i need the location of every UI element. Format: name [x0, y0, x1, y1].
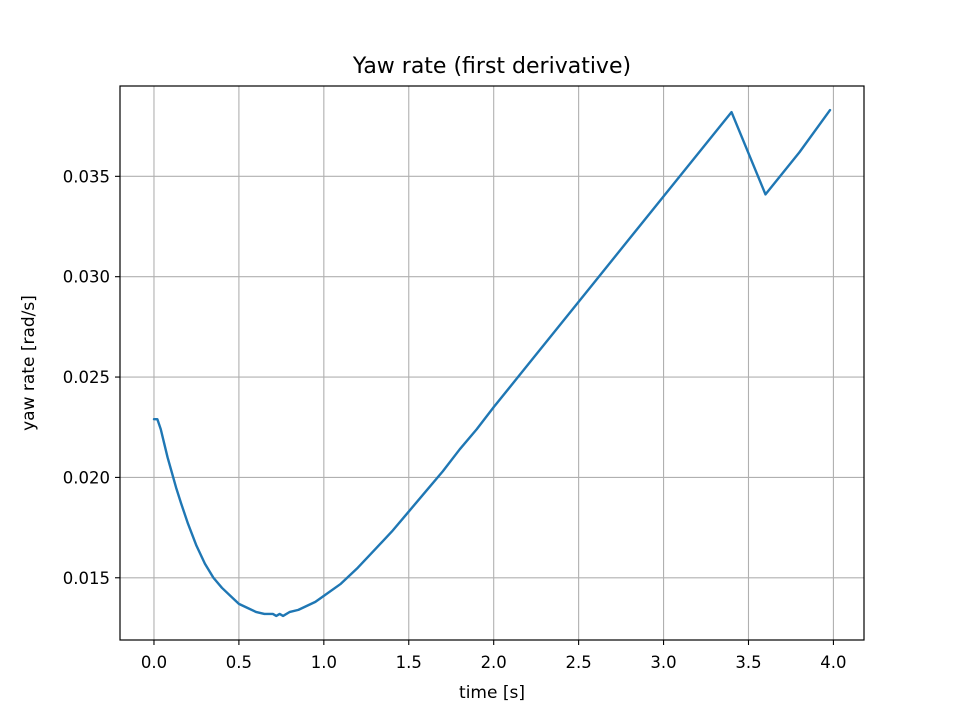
y-tick-label: 0.020: [63, 468, 110, 487]
series-layer: [152, 108, 832, 618]
x-tick-label: 2.5: [566, 653, 592, 672]
x-tick-label: 3.5: [735, 653, 761, 672]
y-tick-label: 0.015: [63, 569, 110, 588]
y-tick-label: 0.035: [63, 167, 110, 186]
axes-frame: [119, 85, 865, 641]
x-tick-label: 1.0: [311, 653, 337, 672]
x-axis-label: time [s]: [459, 683, 525, 703]
x-tick-label: 3.0: [650, 653, 676, 672]
y-tick-label: 0.025: [63, 368, 110, 387]
x-tick-label: 2.0: [481, 653, 507, 672]
chart-title: Yaw rate (first derivative): [352, 54, 631, 79]
y-tick-label: 0.030: [63, 268, 110, 287]
x-tick-label: 1.5: [396, 653, 422, 672]
grid: [120, 86, 864, 640]
y-axis-label: yaw rate [rad/s]: [19, 295, 39, 431]
x-tick-label: 0.0: [141, 653, 167, 672]
x-tick-label: 4.0: [820, 653, 846, 672]
x-axis-ticks: 0.0 0.5 1.0 1.5 2.0 2.5 3.0 3.5 4.0: [141, 640, 847, 672]
y-axis-ticks: 0.015 0.020 0.025 0.030 0.035: [63, 167, 120, 588]
series-line: [152, 108, 832, 618]
x-tick-label: 0.5: [226, 653, 252, 672]
